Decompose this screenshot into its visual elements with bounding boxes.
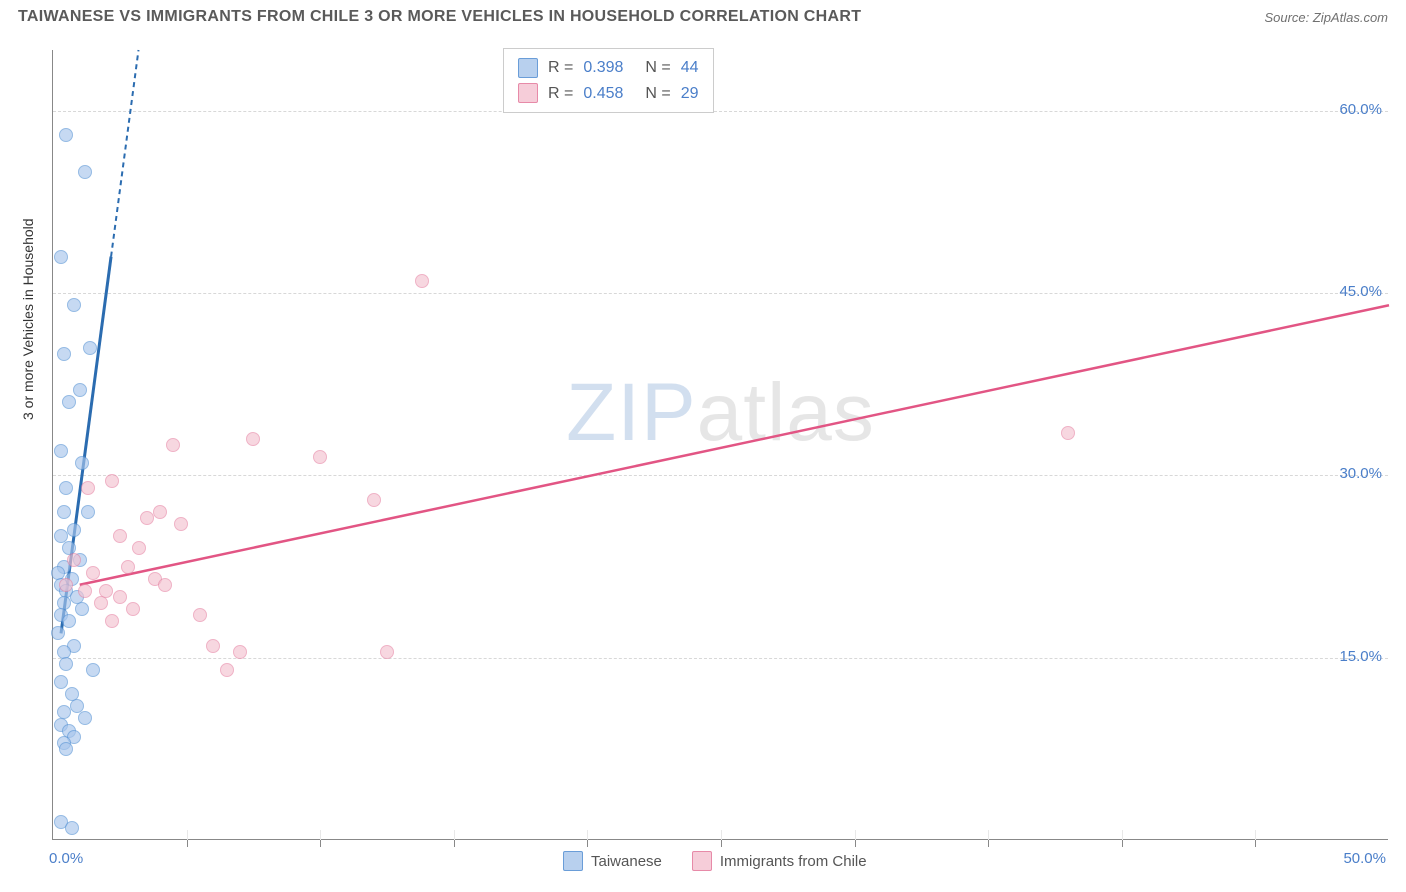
data-point bbox=[59, 578, 73, 592]
x-tick bbox=[587, 839, 588, 847]
data-point bbox=[153, 505, 167, 519]
x-max-label: 50.0% bbox=[1343, 850, 1386, 867]
data-point bbox=[113, 590, 127, 604]
data-point bbox=[83, 341, 97, 355]
data-point bbox=[121, 560, 135, 574]
gridline-h bbox=[53, 475, 1388, 476]
data-point bbox=[78, 584, 92, 598]
data-point bbox=[54, 250, 68, 264]
swatch-pink-icon bbox=[518, 83, 538, 103]
data-point bbox=[140, 511, 154, 525]
data-point bbox=[67, 553, 81, 567]
data-point bbox=[86, 566, 100, 580]
x-tick bbox=[1255, 839, 1256, 847]
x-tick bbox=[988, 839, 989, 847]
gridline-h bbox=[53, 111, 1388, 112]
data-point bbox=[81, 505, 95, 519]
data-point bbox=[75, 602, 89, 616]
data-point bbox=[313, 450, 327, 464]
data-point bbox=[126, 602, 140, 616]
data-point bbox=[65, 821, 79, 835]
data-point bbox=[380, 645, 394, 659]
swatch-blue-icon bbox=[518, 58, 538, 78]
gridline-h bbox=[53, 658, 1388, 659]
x-origin-label: 0.0% bbox=[49, 850, 83, 867]
data-point bbox=[54, 444, 68, 458]
data-point bbox=[166, 438, 180, 452]
swatch-blue-icon bbox=[563, 851, 583, 871]
watermark: ZIPatlas bbox=[566, 366, 875, 460]
data-point bbox=[59, 742, 73, 756]
legend-row-chile: R = 0.458 N = 29 bbox=[518, 81, 699, 107]
y-tick-label: 45.0% bbox=[1339, 283, 1382, 300]
data-point bbox=[132, 541, 146, 555]
data-point bbox=[415, 274, 429, 288]
data-point bbox=[81, 481, 95, 495]
data-point bbox=[233, 645, 247, 659]
data-point bbox=[59, 481, 73, 495]
correlation-legend: R = 0.398 N = 44 R = 0.458 N = 29 bbox=[503, 48, 714, 113]
data-point bbox=[67, 298, 81, 312]
data-point bbox=[174, 517, 188, 531]
data-point bbox=[246, 432, 260, 446]
y-tick-label: 30.0% bbox=[1339, 465, 1382, 482]
data-point bbox=[78, 711, 92, 725]
chart-title: TAIWANESE VS IMMIGRANTS FROM CHILE 3 OR … bbox=[18, 8, 861, 26]
data-point bbox=[75, 456, 89, 470]
data-point bbox=[86, 663, 100, 677]
legend-item-chile: Immigrants from Chile bbox=[692, 851, 867, 871]
data-point bbox=[59, 657, 73, 671]
data-point bbox=[62, 614, 76, 628]
x-tick bbox=[454, 839, 455, 847]
y-tick-label: 60.0% bbox=[1339, 101, 1382, 118]
data-point bbox=[57, 505, 71, 519]
legend-row-taiwanese: R = 0.398 N = 44 bbox=[518, 55, 699, 81]
data-point bbox=[78, 165, 92, 179]
data-point bbox=[62, 395, 76, 409]
data-point bbox=[51, 626, 65, 640]
data-point bbox=[57, 347, 71, 361]
plot-area: ZIPatlas R = 0.398 N = 44 R = 0.458 N = … bbox=[52, 50, 1388, 840]
swatch-pink-icon bbox=[692, 851, 712, 871]
data-point bbox=[193, 608, 207, 622]
data-point bbox=[59, 128, 73, 142]
y-axis-label: 3 or more Vehicles in Household bbox=[20, 218, 36, 420]
data-point bbox=[73, 383, 87, 397]
data-point bbox=[1061, 426, 1075, 440]
data-point bbox=[105, 614, 119, 628]
data-point bbox=[206, 639, 220, 653]
x-tick bbox=[1122, 839, 1123, 847]
data-point bbox=[54, 675, 68, 689]
gridline-h bbox=[53, 293, 1388, 294]
x-tick bbox=[855, 839, 856, 847]
series-legend: Taiwanese Immigrants from Chile bbox=[563, 851, 867, 871]
x-tick bbox=[320, 839, 321, 847]
data-point bbox=[220, 663, 234, 677]
source-attribution: Source: ZipAtlas.com bbox=[1264, 10, 1388, 25]
data-point bbox=[94, 596, 108, 610]
chart-header: TAIWANESE VS IMMIGRANTS FROM CHILE 3 OR … bbox=[0, 0, 1406, 30]
data-point bbox=[367, 493, 381, 507]
data-point bbox=[113, 529, 127, 543]
y-tick-label: 15.0% bbox=[1339, 648, 1382, 665]
legend-item-taiwanese: Taiwanese bbox=[563, 851, 662, 871]
x-tick bbox=[187, 839, 188, 847]
data-point bbox=[158, 578, 172, 592]
data-point bbox=[105, 474, 119, 488]
x-tick bbox=[721, 839, 722, 847]
data-point bbox=[67, 523, 81, 537]
